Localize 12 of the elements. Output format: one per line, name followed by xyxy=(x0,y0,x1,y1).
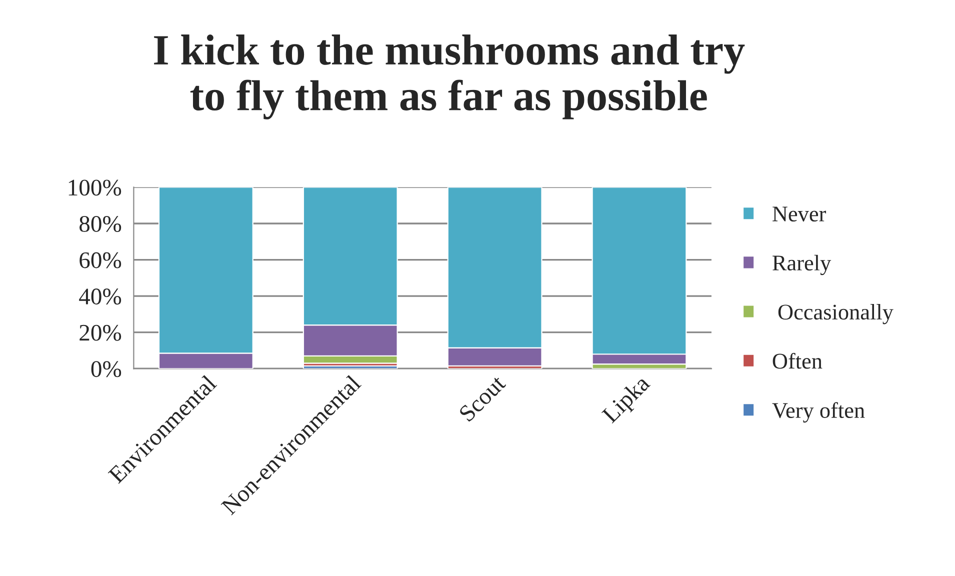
legend-label: Very often xyxy=(772,402,865,423)
legend-label: Rarely xyxy=(772,254,832,276)
y-tick-label: 40% xyxy=(79,288,122,305)
legend-label: Occasionally xyxy=(778,304,894,324)
y-tick-label: 100% xyxy=(68,180,122,196)
legend-label: Never xyxy=(772,206,826,222)
y-tick-label: 20% xyxy=(80,324,122,341)
chart-title: I kick to the mushrooms and try to fly them as far as possible xyxy=(154,34,745,120)
y-tick-label: 60% xyxy=(80,252,122,268)
y-tick-label: 0% xyxy=(91,361,122,378)
y-tick-label: 80% xyxy=(80,216,122,232)
legend-label: Often xyxy=(772,352,822,369)
